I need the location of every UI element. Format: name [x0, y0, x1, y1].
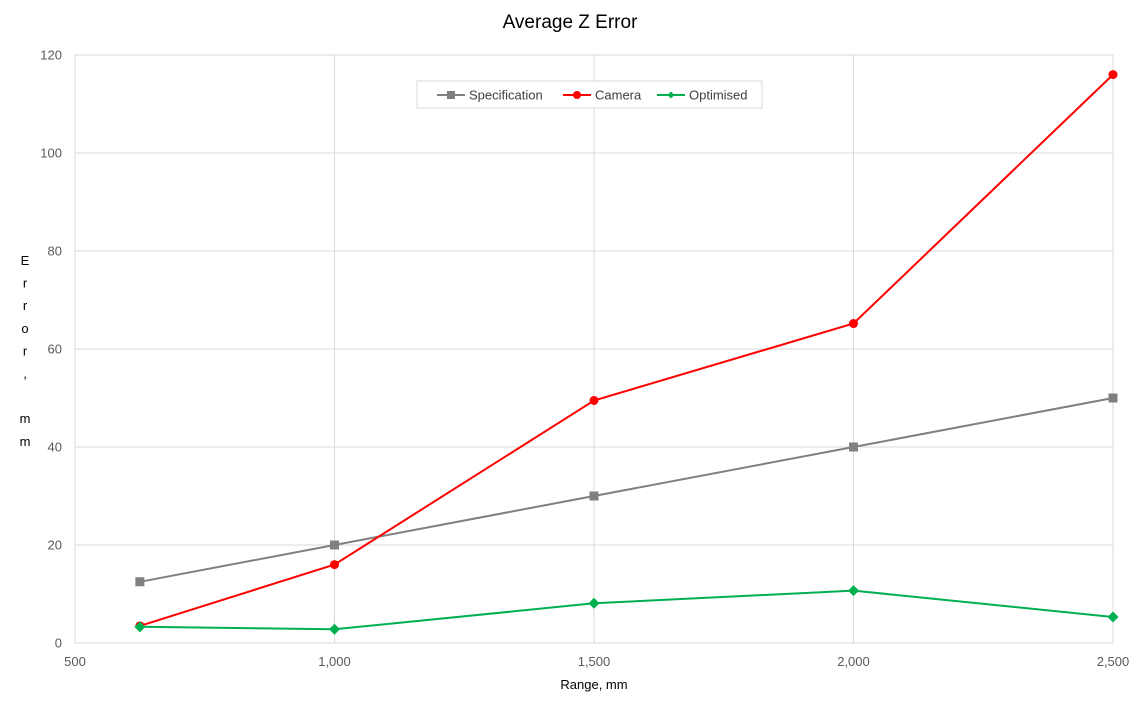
legend-item-optimised: Optimised	[657, 88, 748, 103]
series	[134, 70, 1119, 635]
data-point	[849, 319, 858, 329]
chart-title: Average Z Error	[503, 12, 638, 33]
x-axis-label: Range, mm	[560, 677, 627, 692]
y-tick-label: 40	[48, 440, 62, 455]
legend-label: Camera	[595, 88, 642, 103]
legend: Specification Camera Optimised	[416, 80, 763, 109]
y-tick-label: 60	[48, 342, 62, 357]
y-tick-label: 0	[55, 636, 62, 651]
x-tick-label: 2,000	[837, 654, 870, 669]
legend-swatch-marker	[573, 91, 581, 99]
x-tick-label: 1,000	[318, 654, 351, 669]
data-point	[588, 597, 600, 609]
data-point	[589, 491, 599, 501]
legend-label: Optimised	[689, 88, 748, 103]
legend-swatch-marker	[667, 91, 675, 99]
data-point	[1107, 611, 1119, 623]
data-point	[1108, 70, 1118, 80]
tick-labels: 0 20 40 60 80 100 120 500 1,000 1,500 2,000 2,500	[40, 48, 1129, 670]
y-tick-label: 80	[48, 244, 62, 259]
data-point	[329, 623, 340, 635]
series-optimised	[134, 585, 1119, 635]
y-tick-label: 100	[40, 146, 62, 161]
series-specification	[135, 393, 1118, 587]
series-camera	[135, 70, 1118, 631]
x-tick-label: 500	[64, 654, 86, 669]
legend-item-specification: Specification	[437, 88, 543, 103]
legend-item-camera: Camera	[563, 88, 642, 103]
data-point	[330, 540, 339, 550]
series-line	[139, 397, 1114, 583]
grid	[74, 54, 1114, 644]
series-line	[139, 73, 1114, 627]
data-point	[330, 560, 339, 570]
data-point	[1108, 393, 1118, 403]
data-point	[134, 621, 146, 633]
y-tick-label: 120	[40, 48, 62, 63]
x-tick-label: 1,500	[578, 654, 611, 669]
legend-label: Specification	[469, 88, 543, 103]
data-point	[589, 395, 599, 405]
data-point	[848, 585, 859, 597]
y-tick-label: 20	[48, 538, 62, 553]
legend-swatch-marker	[447, 91, 455, 99]
data-point	[849, 442, 858, 452]
data-point	[135, 577, 145, 587]
series-line	[139, 589, 1114, 631]
x-tick-label: 2,500	[1097, 654, 1130, 669]
